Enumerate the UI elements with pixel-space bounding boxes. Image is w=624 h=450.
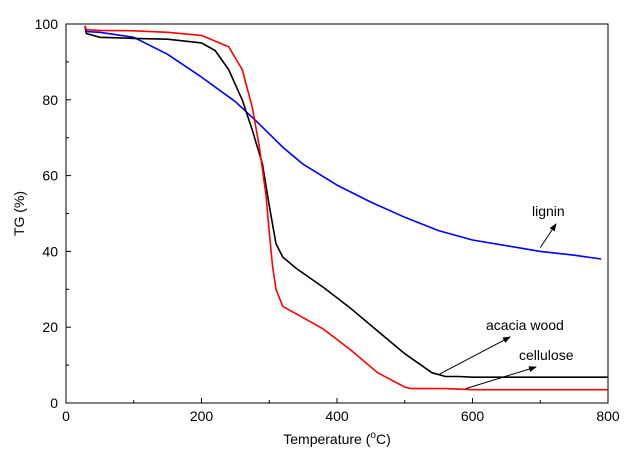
y-tick-label: 40 <box>42 243 58 259</box>
series-line-lignin <box>84 25 602 260</box>
y-tick-label: 20 <box>42 319 58 335</box>
x-tick-label: 0 <box>62 408 70 424</box>
x-tick-label: 400 <box>325 408 349 424</box>
curve-annotations: lignin acacia wood cellulose <box>438 203 574 390</box>
axis-ticks <box>65 23 609 404</box>
x-axis-title-main: Temperature ( <box>283 431 370 447</box>
x-axis-title-tail: C) <box>376 431 391 447</box>
plot-lines <box>84 25 608 391</box>
annotation-arrow-acacia-wood <box>438 336 511 376</box>
y-tick-label: 60 <box>42 168 58 184</box>
annotation-label-lignin: lignin <box>532 203 565 219</box>
x-axis-title-superscript: o <box>370 430 376 441</box>
x-axis-title: Temperature (oC) <box>283 430 391 447</box>
annotation-arrow-cellulose <box>465 366 537 390</box>
annotation-arrow-lignin <box>539 223 557 248</box>
annotation-label-acacia-wood: acacia wood <box>486 317 564 333</box>
y-tick-label: 80 <box>42 92 58 108</box>
y-axis-title: TG (%) <box>11 191 27 236</box>
y-tick-label: 100 <box>35 16 59 32</box>
x-tick-label: 200 <box>190 408 214 424</box>
y-tick-label: 0 <box>50 395 58 411</box>
axis-tick-labels: 0 200 400 600 800 0 20 40 60 80 100 <box>35 16 620 424</box>
series-line-acacia-wood <box>84 25 608 379</box>
series-line-cellulose <box>84 25 608 391</box>
annotation-label-cellulose: cellulose <box>519 347 574 363</box>
x-tick-label: 600 <box>461 408 485 424</box>
x-tick-label: 800 <box>596 408 620 424</box>
